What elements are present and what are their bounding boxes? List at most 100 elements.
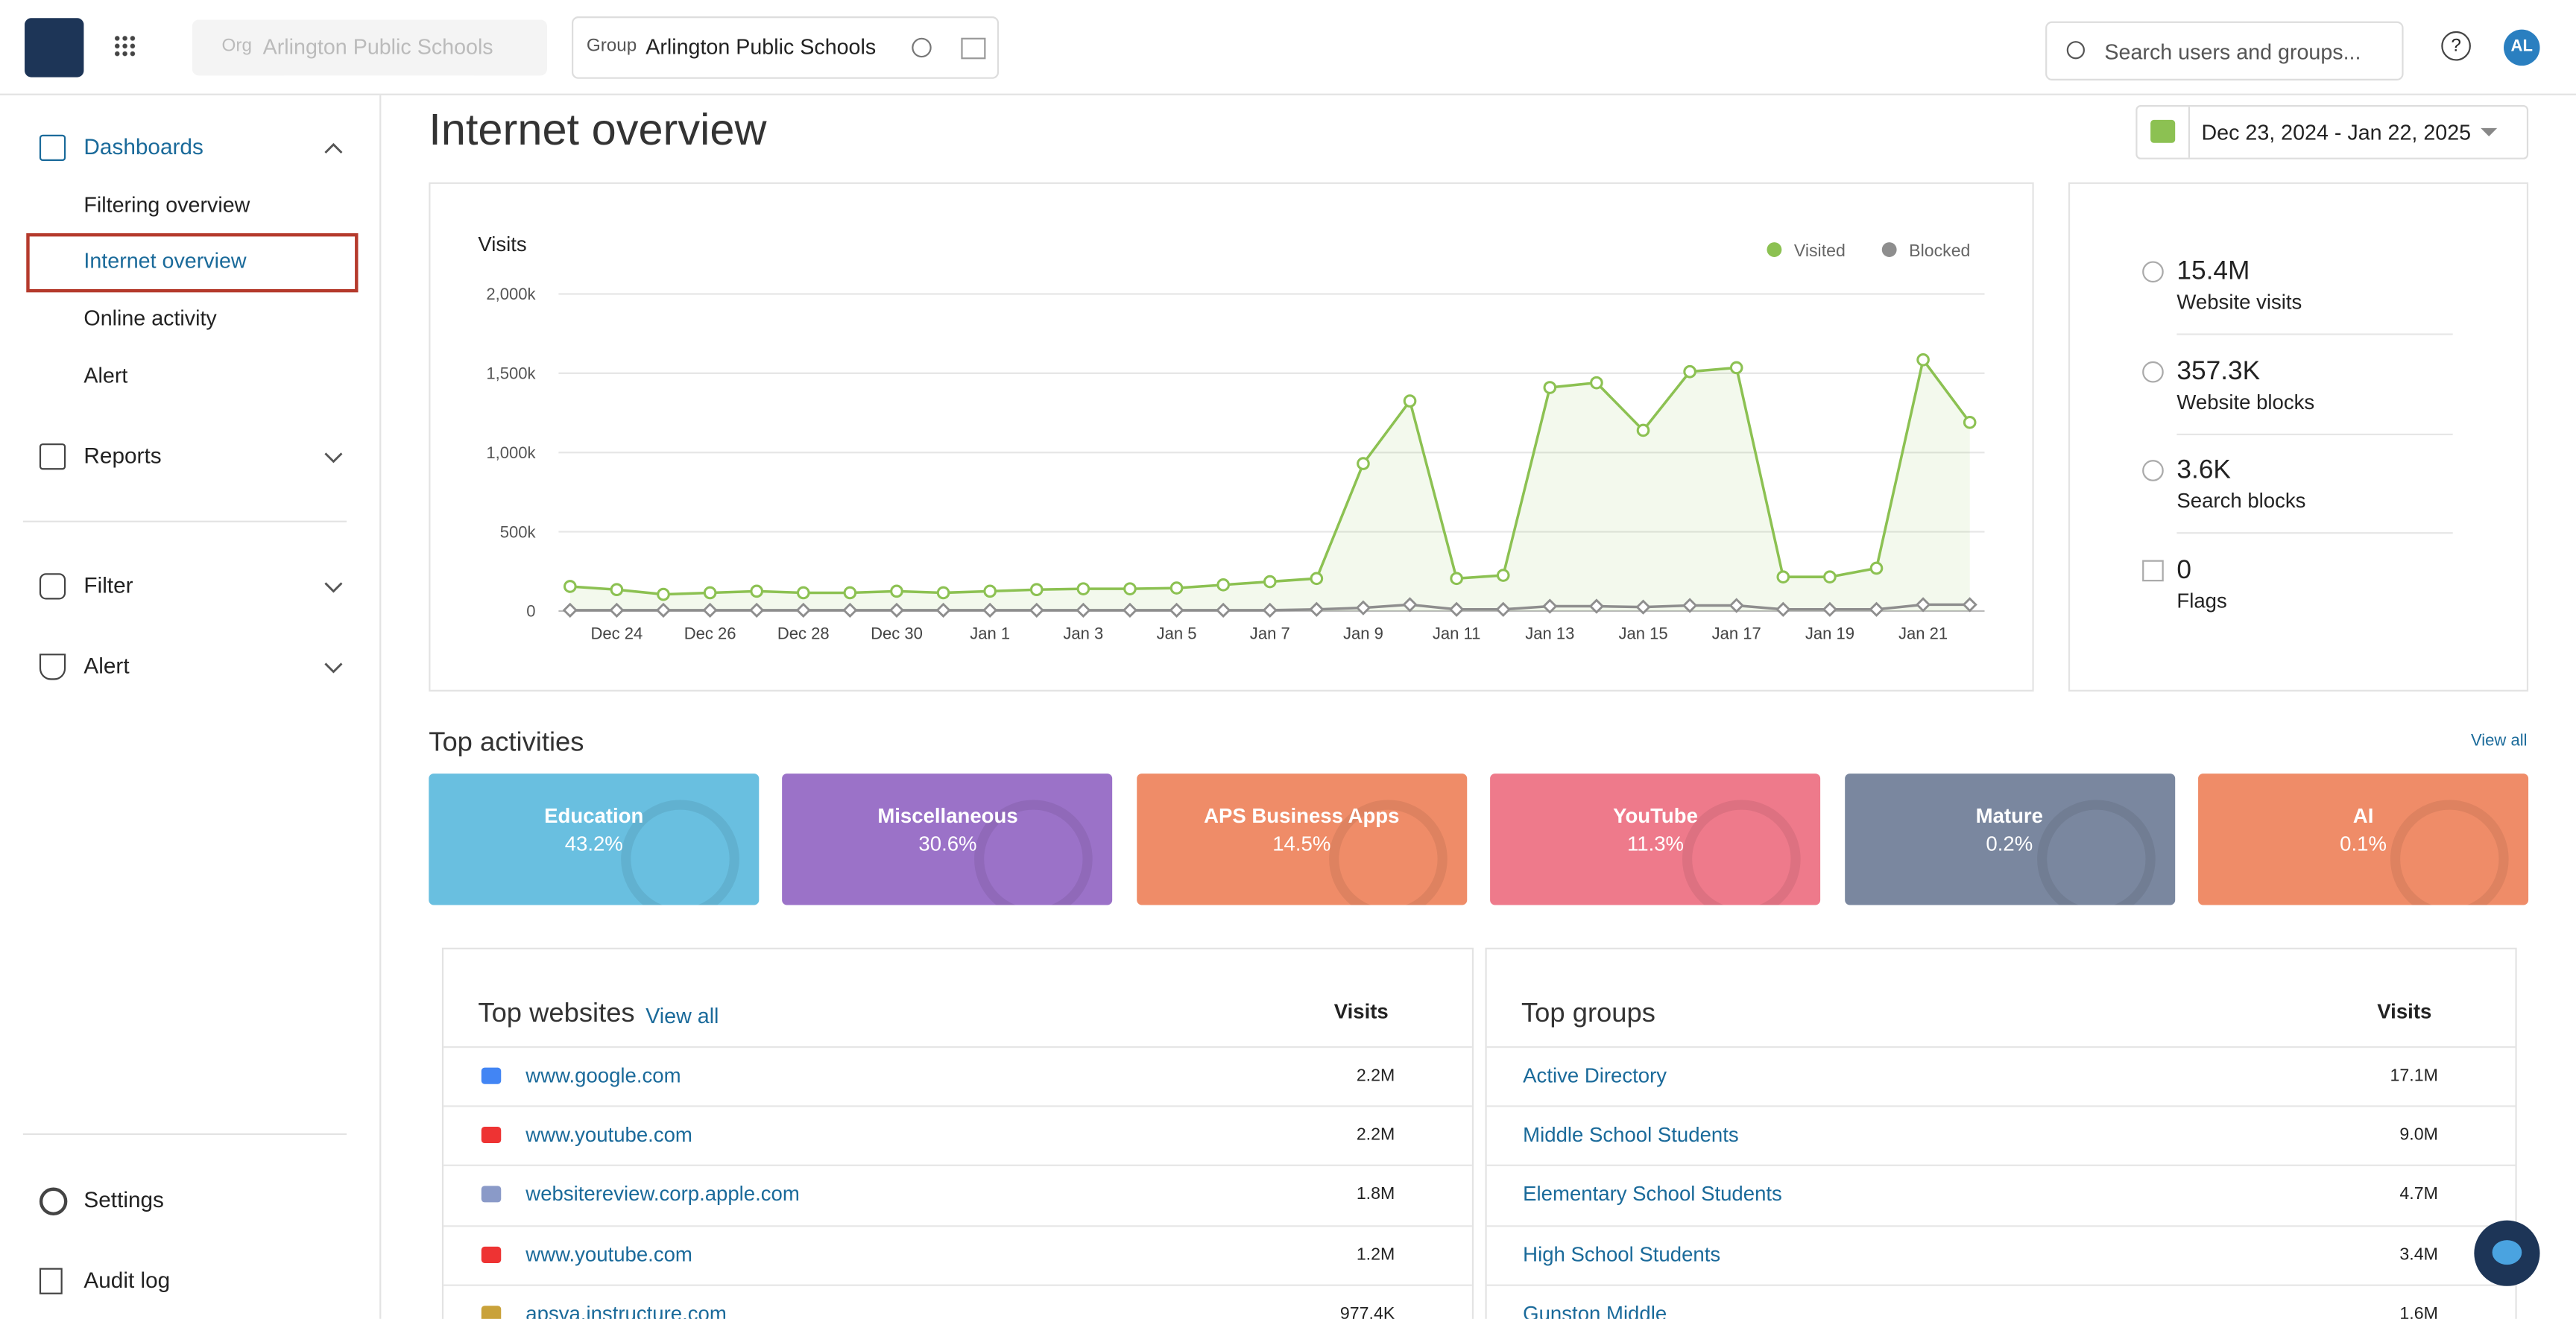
- view-all-link[interactable]: View all: [645, 1003, 719, 1028]
- row-name[interactable]: Middle School Students: [1523, 1124, 1739, 1147]
- point: [702, 602, 718, 618]
- point: [1683, 364, 1696, 379]
- stat-label: Website visits: [2176, 291, 2302, 314]
- nav-audit-log[interactable]: Audit log: [83, 1268, 171, 1293]
- history-icon[interactable]: [912, 37, 932, 58]
- point: [1309, 601, 1325, 617]
- avatar[interactable]: AL: [2504, 29, 2540, 66]
- row-name[interactable]: Active Directory: [1523, 1064, 1667, 1088]
- row-name[interactable]: websitereview.corp.apple.com: [525, 1183, 800, 1206]
- nav-reports[interactable]: Reports: [83, 443, 162, 469]
- row-name[interactable]: www.youtube.com: [525, 1242, 692, 1266]
- logo[interactable]: [25, 18, 84, 78]
- stat-value: 3.6K: [2176, 456, 2231, 485]
- activity-tile[interactable]: APS Business Apps 14.5%: [1136, 774, 1467, 905]
- nav-settings[interactable]: Settings: [83, 1187, 164, 1212]
- y-tick-label: 1,000k: [486, 443, 536, 462]
- point: [703, 586, 717, 600]
- legend-label: Visited: [1794, 241, 1846, 260]
- point: [890, 584, 903, 598]
- x-tick-label: Jan 9: [1343, 624, 1383, 642]
- row-name[interactable]: www.youtube.com: [525, 1124, 692, 1147]
- view-all-link[interactable]: View all: [2470, 733, 2528, 751]
- section-title: Top activities: [429, 727, 584, 758]
- chevrons: [324, 142, 343, 674]
- point: [843, 586, 857, 600]
- tile-name: Mature: [1975, 805, 2043, 828]
- help-button[interactable]: ?: [2441, 31, 2471, 61]
- point: [1355, 600, 1371, 616]
- tile-share: 14.5%: [1272, 832, 1331, 856]
- apps-icon[interactable]: [113, 34, 136, 58]
- stat-value: 0: [2176, 556, 2192, 584]
- chart-panel: [429, 182, 2034, 692]
- nav-item[interactable]: Filtering overview: [83, 192, 250, 217]
- x-tick-label: Jan 17: [1712, 624, 1761, 642]
- x-tick-label: Jan 11: [1433, 624, 1481, 642]
- row-visits: 977.4K: [1339, 1303, 1395, 1319]
- tree-icon[interactable]: [961, 37, 986, 60]
- calendar-icon: [2150, 119, 2176, 143]
- row-name[interactable]: Elementary School Students: [1523, 1183, 1782, 1206]
- point: [935, 602, 951, 618]
- nav-dashboards[interactable]: Dashboards: [83, 134, 203, 159]
- point: [1869, 561, 1884, 575]
- divider: [2176, 333, 2453, 335]
- activity-tile[interactable]: Mature 0.2%: [1844, 774, 2175, 905]
- table-row: Middle School Students 9.0M: [1486, 1105, 2516, 1167]
- nav-alert[interactable]: Alert: [83, 654, 130, 679]
- x-tick-label: Dec 24: [591, 624, 643, 642]
- legend-swatch: [1881, 242, 1897, 257]
- point: [1169, 602, 1184, 618]
- point: [842, 602, 858, 618]
- org-label: Org: [221, 36, 252, 56]
- nav-item[interactable]: Online activity: [83, 305, 217, 331]
- point: [1169, 581, 1184, 595]
- row-name[interactable]: apsva.instructure.com: [525, 1302, 727, 1319]
- stat-value: 15.4M: [2176, 258, 2250, 286]
- point: [749, 602, 765, 618]
- search-box[interactable]: Search users and groups...: [2045, 21, 2404, 81]
- top-groups-panel: Top groups Visits Active Directory 17.1M M…: [1485, 947, 2517, 1319]
- point: [888, 602, 905, 618]
- point: [1123, 582, 1137, 595]
- legend-swatch: [1767, 242, 1782, 257]
- date-picker[interactable]: Dec 23, 2024 - Jan 22, 2025: [2135, 105, 2529, 159]
- nav-filter[interactable]: Filter: [83, 573, 133, 598]
- search-icon: [2066, 41, 2085, 60]
- tile-name: YouTube: [1613, 805, 1698, 828]
- nav-item[interactable]: Alert: [83, 363, 128, 388]
- activity-tile[interactable]: YouTube 11.3%: [1490, 774, 1821, 905]
- point: [1822, 601, 1838, 617]
- group-select[interactable]: Group Arlington Public Schools: [572, 16, 1000, 79]
- row-name[interactable]: www.google.com: [525, 1064, 681, 1088]
- row-name[interactable]: Gunston Middle: [1523, 1302, 1667, 1319]
- area: [569, 359, 1970, 611]
- org-select[interactable]: Org Arlington Public Schools: [192, 19, 547, 76]
- table-row: Gunston Middle 1.6M: [1486, 1284, 2516, 1319]
- activity-tile[interactable]: Miscellaneous 30.6%: [783, 774, 1114, 905]
- point: [1310, 572, 1324, 586]
- nav-item[interactable]: Internet overview: [83, 247, 247, 273]
- chat-button[interactable]: [2474, 1220, 2540, 1286]
- filter-icon: [39, 573, 66, 600]
- activity-tile[interactable]: Education 43.2%: [429, 774, 760, 905]
- stat-icon: [2142, 360, 2164, 382]
- x-tick-label: Jan 3: [1063, 624, 1103, 642]
- point: [1869, 601, 1884, 617]
- activity-tile[interactable]: AI 0.1%: [2198, 774, 2529, 905]
- row-visits: 3.4M: [2399, 1244, 2438, 1265]
- table-row: www.google.com 2.2M: [443, 1046, 1472, 1107]
- tile-share: 0.2%: [1986, 832, 2033, 856]
- row-visits: 1.8M: [1356, 1185, 1395, 1205]
- y-tick-label: 0: [526, 602, 535, 621]
- row-name[interactable]: High School Students: [1523, 1242, 1721, 1266]
- tile-share: 30.6%: [918, 832, 977, 856]
- point: [1635, 599, 1651, 615]
- point: [1776, 570, 1790, 584]
- table-row: www.youtube.com 2.2M: [443, 1105, 1472, 1167]
- stat-label: Search blocks: [2176, 489, 2306, 513]
- point: [1122, 602, 1138, 618]
- row-visits: 1.6M: [2399, 1303, 2438, 1319]
- point: [936, 586, 950, 600]
